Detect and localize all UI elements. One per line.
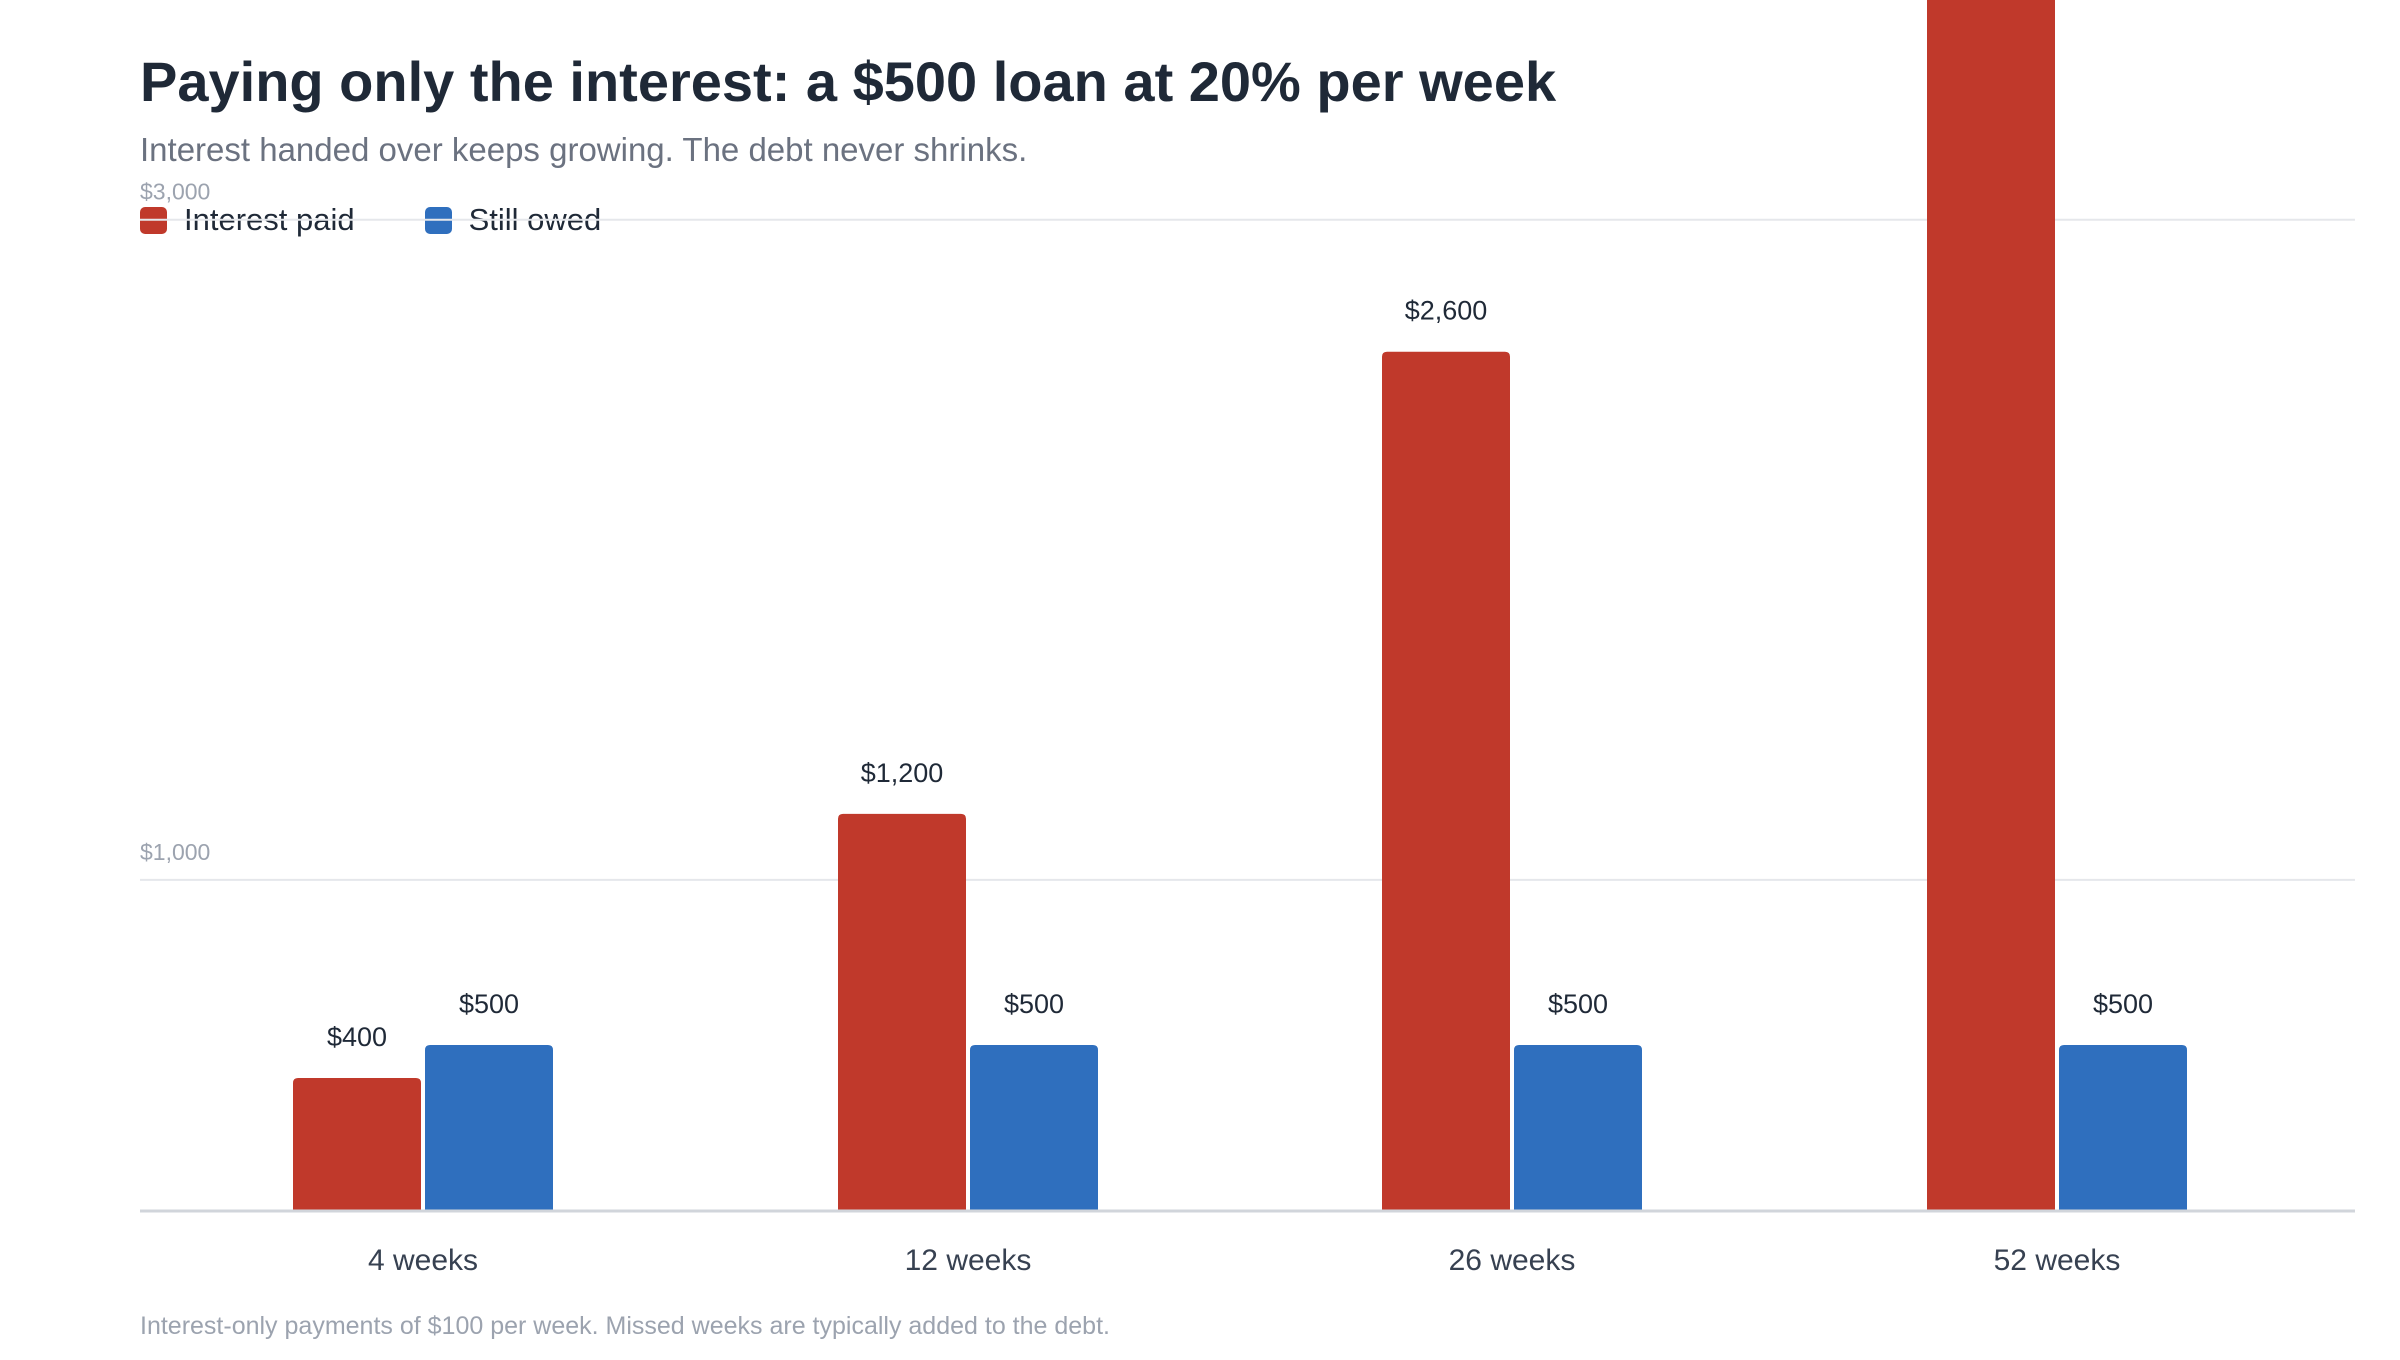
x-tick-label: 26 weeks bbox=[1449, 1244, 1576, 1277]
data-label: $500 bbox=[1548, 989, 1608, 1019]
x-tick-label: 52 weeks bbox=[1994, 1244, 2121, 1277]
bar-still-owed bbox=[970, 1044, 1098, 1210]
x-tick-label: 4 weeks bbox=[368, 1244, 478, 1277]
data-label: $500 bbox=[1004, 989, 1064, 1019]
data-label: $400 bbox=[327, 1022, 387, 1052]
bar-still-owed bbox=[2059, 1044, 2187, 1210]
data-label: $500 bbox=[459, 989, 519, 1019]
bar-still-owed bbox=[1514, 1044, 1642, 1210]
y-tick-label: $1,000 bbox=[140, 839, 210, 865]
chart-subtitle: Interest handed over keeps growing. The … bbox=[140, 131, 1028, 168]
x-tick-label: 12 weeks bbox=[905, 1244, 1032, 1277]
data-label: $1,200 bbox=[861, 758, 944, 788]
data-label: $2,600 bbox=[1405, 296, 1488, 326]
chart-title: Paying only the interest: a $500 loan at… bbox=[140, 50, 1557, 113]
bar-still-owed bbox=[425, 1044, 553, 1210]
bar-interest-paid bbox=[1927, 0, 2055, 1210]
footnote: Interest-only payments of $100 per week.… bbox=[140, 1312, 1110, 1340]
bar-interest-paid bbox=[1382, 351, 1510, 1210]
bar-interest-paid bbox=[293, 1077, 421, 1210]
bar-interest-paid bbox=[838, 813, 966, 1210]
data-label: $500 bbox=[2093, 989, 2153, 1019]
y-tick-label: $3,000 bbox=[140, 179, 210, 205]
